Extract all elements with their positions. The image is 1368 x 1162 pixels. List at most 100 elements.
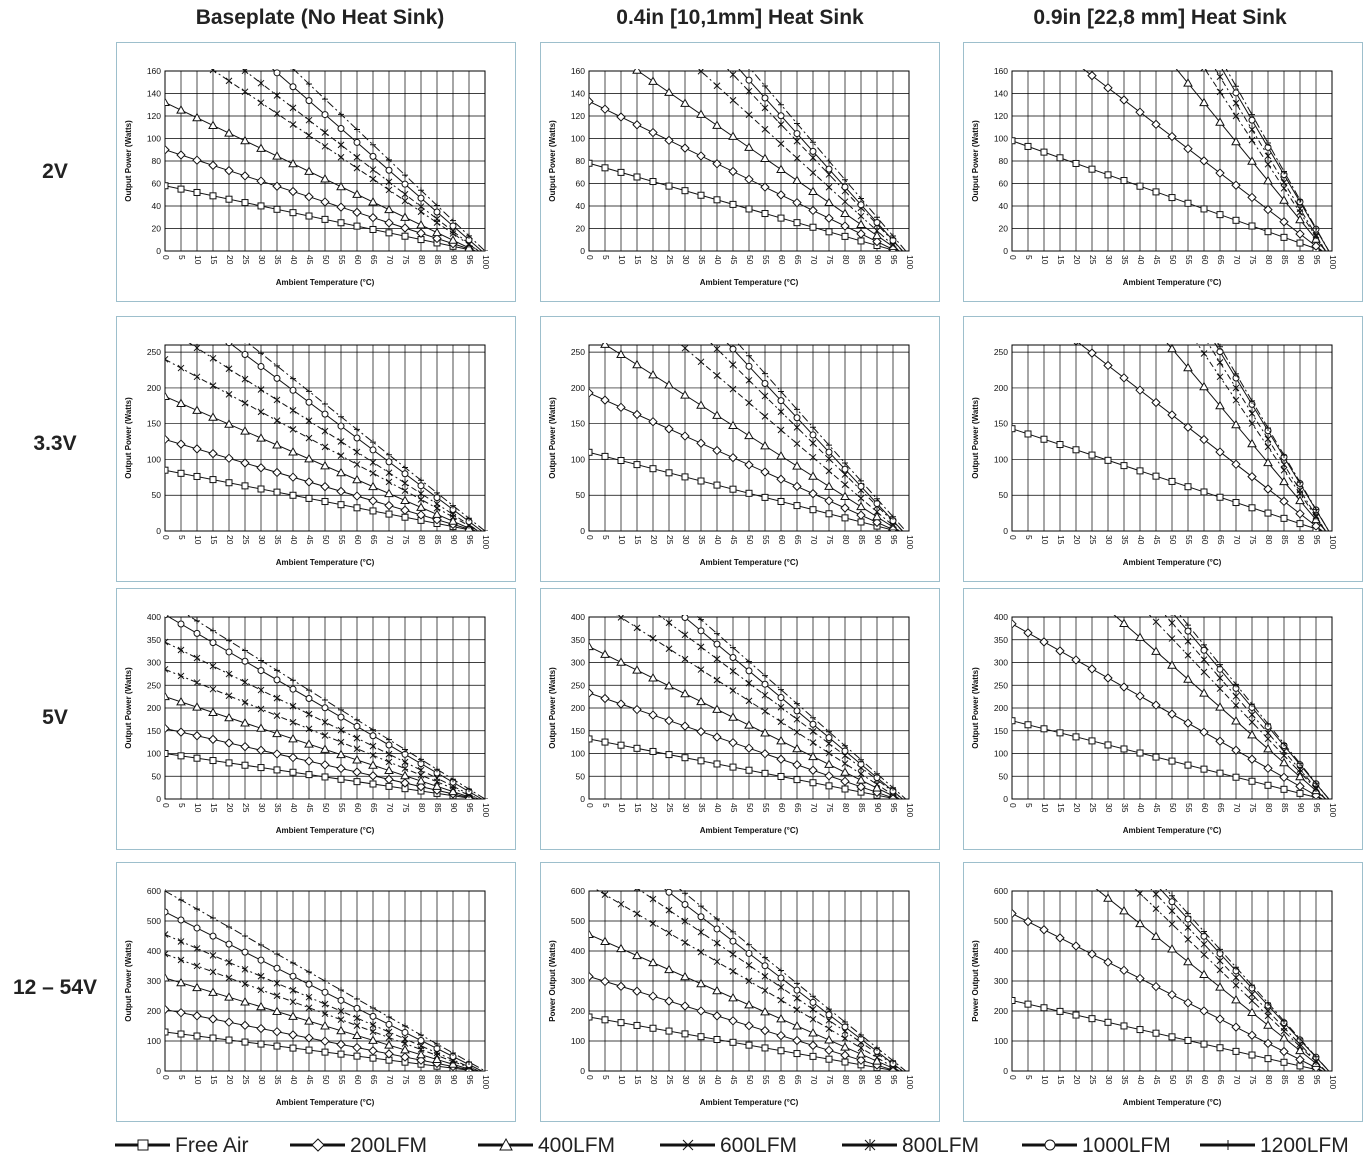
- legend-label: 800LFM: [902, 1134, 979, 1157]
- x-tick-label: 55: [337, 255, 347, 265]
- y-axis-label: Power Output (Watts): [548, 940, 557, 1022]
- data-point-diamond: [792, 481, 802, 492]
- data-point-square: [1216, 769, 1224, 777]
- x-tick-label: 10: [617, 803, 627, 813]
- data-point-circle: [650, 877, 656, 883]
- data-point-triangle: [1279, 757, 1289, 767]
- data-point-x: [713, 82, 721, 90]
- data-point-triangle: [1119, 618, 1129, 627]
- data-point-square: [241, 482, 249, 490]
- data-point-diamond: [165, 1004, 170, 1015]
- data-point-asterisk: [809, 439, 817, 448]
- series-group: [165, 69, 488, 251]
- x-tick-label: 85: [857, 535, 867, 545]
- x-tick-label: 95: [889, 535, 899, 545]
- legend-svg: Free Air 200LFM 400LFM 600LFM 800LFM 1000LFM 1…: [115, 1134, 1349, 1157]
- y-tick-label: 20: [576, 224, 586, 234]
- data-point-diamond: [1073, 343, 1079, 346]
- data-point-triangle: [648, 369, 658, 379]
- series-group: [589, 46, 907, 251]
- data-point-asterisk: [1168, 906, 1176, 915]
- data-point-plus: [778, 686, 784, 693]
- data-point-triangle: [632, 359, 642, 369]
- data-point-triangle: [256, 433, 266, 442]
- data-point-asterisk: [745, 961, 753, 970]
- y-axis-label: Output Power (Watts): [124, 397, 133, 479]
- x-tick-label: 50: [745, 535, 755, 545]
- data-point-circle: [273, 69, 281, 77]
- data-point-diamond: [416, 1055, 426, 1065]
- data-point-square: [601, 452, 609, 460]
- x-tick-label: 50: [1168, 255, 1178, 265]
- data-point-x: [1216, 373, 1224, 381]
- row-label-5v: 5V: [42, 706, 68, 729]
- data-point-triangle: [1183, 674, 1193, 683]
- chart-panel-1-1: 0 50 100 150 200 250 0 5 10 15 20 25 30 35 40 45 50 55 60 6…: [540, 316, 940, 582]
- data-point-asterisk: [305, 416, 313, 425]
- data-point-square: [589, 448, 593, 456]
- legend-diamond-icon: [311, 1138, 325, 1152]
- data-point-diamond: [1072, 59, 1080, 67]
- y-tick-label: 50: [152, 771, 162, 781]
- data-point-triangle: [320, 1020, 330, 1030]
- data-point-triangle: [1199, 969, 1209, 978]
- data-point-circle: [289, 972, 297, 980]
- data-point-square: [385, 229, 393, 237]
- data-point-circle: [793, 130, 801, 138]
- data-point-circle: [353, 138, 361, 146]
- data-point-asterisk: [1201, 333, 1207, 341]
- x-tick-label: 0: [161, 255, 171, 260]
- data-point-asterisk: [353, 447, 361, 456]
- data-point-square: [729, 485, 737, 493]
- x-axis-label: Ambient Temperature (°C): [276, 278, 375, 287]
- data-point-circle: [193, 629, 201, 637]
- data-point-plus: [730, 46, 736, 52]
- data-point-square: [601, 164, 609, 172]
- data-point-square: [1136, 749, 1144, 757]
- data-point-square: [1072, 159, 1080, 167]
- y-tick-label: 100: [147, 1036, 161, 1046]
- data-point-diamond: [1295, 781, 1305, 792]
- data-point-asterisk: [602, 863, 608, 870]
- data-point-triangle: [808, 186, 818, 196]
- data-point-circle: [194, 317, 200, 322]
- data-point-x: [289, 998, 297, 1006]
- data-point-asterisk: [273, 979, 281, 988]
- data-point-asterisk: [1200, 655, 1208, 664]
- data-point-square: [681, 754, 689, 762]
- data-point-plus: [354, 996, 360, 1002]
- data-point-diamond: [840, 503, 850, 513]
- series-group: [1012, 333, 1330, 531]
- data-point-plus: [826, 728, 832, 735]
- x-tick-label: 75: [1248, 255, 1258, 265]
- data-point-x: [1248, 420, 1256, 427]
- y-tick-label: 100: [147, 134, 161, 144]
- data-point-diamond: [808, 205, 818, 216]
- data-point-triangle: [1103, 893, 1113, 902]
- data-point-diamond: [1199, 434, 1209, 445]
- series-line-asterisk: [726, 69, 903, 251]
- x-tick-label: 10: [1040, 1075, 1050, 1085]
- y-tick-label: 350: [571, 635, 585, 645]
- data-point-square: [1280, 785, 1288, 793]
- x-tick-label: 65: [369, 535, 379, 545]
- x-tick-label: 40: [289, 803, 299, 813]
- series-line-asterisk: [1150, 889, 1326, 1071]
- data-point-triangle: [600, 343, 610, 348]
- data-point-asterisk: [777, 407, 785, 416]
- data-point-diamond: [1071, 941, 1081, 951]
- y-tick-label: 0: [580, 526, 585, 536]
- data-point-triangle: [616, 943, 626, 953]
- data-point-plus: [322, 978, 328, 984]
- data-point-diamond: [416, 510, 426, 520]
- data-point-asterisk: [650, 607, 656, 615]
- data-point-triangle: [648, 672, 658, 682]
- data-point-circle: [241, 948, 249, 956]
- data-point-diamond: [589, 388, 594, 398]
- data-point-x: [793, 154, 801, 162]
- data-point-plus: [418, 477, 424, 484]
- data-point-triangle: [872, 511, 882, 521]
- data-point-triangle: [776, 1013, 786, 1023]
